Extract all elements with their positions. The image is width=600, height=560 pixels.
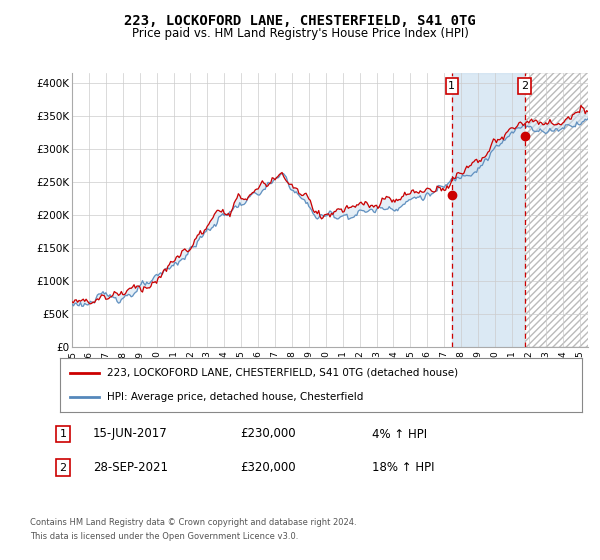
Text: Contains HM Land Registry data © Crown copyright and database right 2024.: Contains HM Land Registry data © Crown c… <box>30 518 356 527</box>
Text: 18% ↑ HPI: 18% ↑ HPI <box>372 461 434 474</box>
Text: 15-JUN-2017: 15-JUN-2017 <box>93 427 168 441</box>
Text: 223, LOCKOFORD LANE, CHESTERFIELD, S41 0TG: 223, LOCKOFORD LANE, CHESTERFIELD, S41 0… <box>124 14 476 28</box>
Text: 1: 1 <box>448 81 455 91</box>
Text: 28-SEP-2021: 28-SEP-2021 <box>93 461 168 474</box>
Text: £230,000: £230,000 <box>240 427 296 441</box>
Text: This data is licensed under the Open Government Licence v3.0.: This data is licensed under the Open Gov… <box>30 532 298 541</box>
Bar <box>452 73 524 347</box>
Bar <box>524 73 600 347</box>
Text: 223, LOCKOFORD LANE, CHESTERFIELD, S41 0TG (detached house): 223, LOCKOFORD LANE, CHESTERFIELD, S41 0… <box>107 368 458 378</box>
Text: 2: 2 <box>521 81 528 91</box>
Text: £320,000: £320,000 <box>240 461 296 474</box>
Text: 2: 2 <box>59 463 67 473</box>
Text: Price paid vs. HM Land Registry's House Price Index (HPI): Price paid vs. HM Land Registry's House … <box>131 27 469 40</box>
Text: 4% ↑ HPI: 4% ↑ HPI <box>372 427 427 441</box>
Text: 1: 1 <box>59 429 67 439</box>
Bar <box>524 73 600 347</box>
Text: HPI: Average price, detached house, Chesterfield: HPI: Average price, detached house, Ches… <box>107 392 364 402</box>
